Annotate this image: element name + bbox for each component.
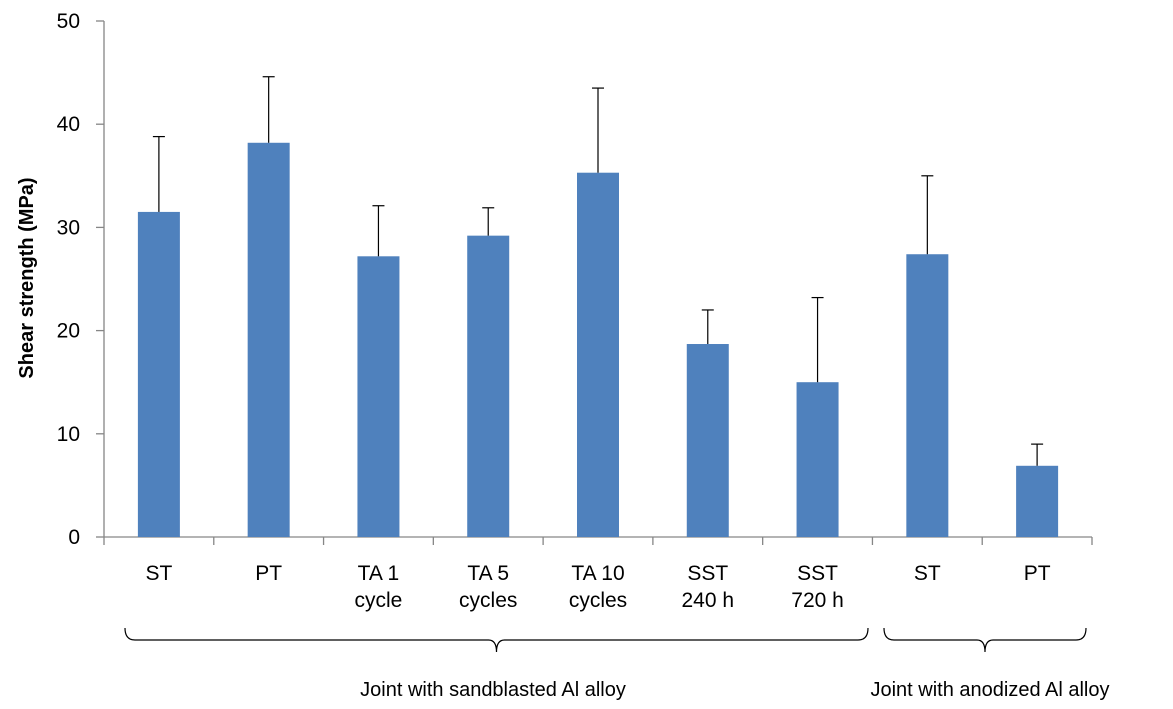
group-brackets: Joint with sandblasted Al alloy Joint wit… — [124, 627, 1110, 701]
error-bars — [152, 76, 1044, 466]
group-bracket — [883, 627, 1087, 653]
group-label: Joint with sandblasted Al alloy — [360, 679, 626, 701]
y-axis-label: Shear strength (MPa) — [16, 177, 38, 378]
bars — [137, 142, 1059, 538]
x-tick-label: TA 10 — [571, 562, 624, 585]
x-tick-label: cycles — [459, 589, 517, 612]
bar — [686, 344, 729, 537]
group-label: Joint with anodized Al alloy — [870, 679, 1109, 701]
x-tick-label: ST — [914, 562, 941, 585]
x-tick-label: PT — [255, 562, 282, 585]
bar — [357, 256, 400, 537]
x-tick-label: SST — [797, 562, 838, 585]
bar — [906, 254, 949, 537]
x-tick-label: 720 h — [791, 589, 844, 612]
y-tick-label: 40 — [57, 113, 80, 136]
x-tick-label: SST — [687, 562, 728, 585]
x-tick-label: TA 5 — [467, 562, 509, 585]
y-tick-label: 0 — [68, 526, 80, 549]
y-tick-label: 50 — [57, 10, 80, 33]
bar — [577, 172, 619, 538]
y-tick-label: 20 — [57, 320, 80, 343]
x-tick-label: PT — [1024, 562, 1051, 585]
group-bracket — [124, 627, 869, 653]
bar — [137, 211, 180, 538]
bar — [247, 142, 290, 537]
y-tick-label: 30 — [57, 216, 80, 239]
y-tick-label: 10 — [57, 423, 80, 446]
x-tick-label: cycle — [355, 589, 403, 612]
x-tick-label: cycles — [569, 589, 627, 612]
bar — [467, 235, 510, 537]
category-labels: ST PT TA 1 cycle TA 5 cycles TA 10 cycles SST 240… — [145, 562, 1050, 612]
x-tick-label: 240 h — [681, 589, 734, 612]
x-tick-label: ST — [145, 562, 172, 585]
bar — [1016, 465, 1059, 537]
x-tick-label: TA 1 — [358, 562, 400, 585]
y-ticks: 0 10 20 30 40 50 — [57, 10, 104, 549]
bar — [796, 382, 839, 537]
